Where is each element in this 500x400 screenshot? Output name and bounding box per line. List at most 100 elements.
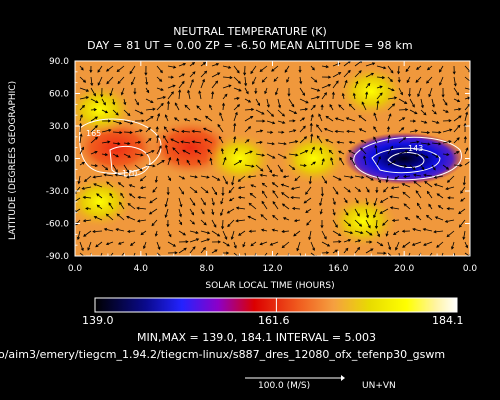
wind-vector (167, 65, 176, 68)
wind-vector-head (181, 80, 185, 84)
wind-vector-head (81, 186, 85, 190)
wind-vector (335, 117, 345, 122)
wind-vector-head (227, 223, 231, 228)
wind-vector (260, 241, 268, 245)
wind-vector (453, 164, 462, 167)
wind-vector (277, 153, 287, 159)
wind-vector-head (209, 104, 212, 108)
wind-vector (228, 186, 235, 193)
wind-vector-head (365, 202, 369, 206)
wind-vector-head (379, 200, 384, 203)
wind-vector (83, 196, 92, 199)
wind-vector (282, 203, 290, 210)
wind-vector (303, 197, 312, 204)
wind-vector-head (104, 153, 109, 157)
wind-vector-head (406, 79, 410, 84)
wind-vector-head (116, 213, 120, 217)
wind-vector-head (81, 161, 86, 165)
wind-vector-head (433, 175, 437, 179)
wind-vector-head (80, 247, 84, 252)
wind-vector-head (245, 258, 247, 260)
wind-vector-head (301, 117, 306, 121)
wind-vector-head (105, 167, 109, 171)
wind-vector (94, 216, 103, 221)
wind-vector (330, 157, 334, 166)
wind-vector (286, 76, 290, 83)
wind-vector-head (127, 229, 131, 233)
wind-vector (409, 153, 419, 157)
field-high-region (75, 83, 134, 136)
wind-vector-head (282, 120, 286, 124)
wind-vector-head (83, 233, 87, 237)
wind-vector (270, 241, 279, 246)
wind-vector (460, 197, 466, 202)
wind-vector-head (357, 246, 361, 251)
wind-vector (167, 85, 176, 89)
wind-vector-head (341, 92, 345, 97)
wind-vector (376, 156, 381, 166)
wind-vector-head (287, 93, 291, 97)
wind-vector-head (325, 115, 329, 119)
wind-vector-head (458, 211, 462, 215)
wind-vector-head (379, 211, 383, 214)
wind-vector (398, 65, 400, 74)
wind-vector (365, 92, 368, 100)
wind-vector-head (462, 236, 466, 241)
wind-vector-head (203, 138, 208, 142)
wind-vector (337, 141, 345, 144)
wind-vector-head (85, 88, 90, 92)
wind-vector-head (236, 70, 240, 74)
wind-vector-head (408, 93, 412, 98)
wind-vector-head (286, 259, 288, 261)
wind-vector-head (413, 173, 417, 177)
wind-vector-head (136, 219, 141, 223)
wind-vector-head (382, 222, 386, 226)
wind-vector (451, 241, 455, 250)
contour-lines: 165 170 143 (79, 118, 463, 181)
wind-vector-head (325, 65, 329, 69)
wind-vector (365, 248, 374, 254)
wind-vector (100, 252, 103, 256)
wind-vector-head (395, 247, 398, 251)
wind-vector (402, 183, 411, 188)
y-tick-label: 90.0 (49, 57, 69, 67)
wind-vector (321, 84, 331, 89)
wind-vector (283, 175, 290, 178)
wind-vector (192, 130, 202, 133)
wind-vector (447, 175, 455, 183)
wind-vector (79, 241, 84, 251)
wind-vector-head (334, 249, 338, 253)
wind-vector (464, 87, 470, 90)
wind-vector-head (426, 130, 431, 135)
wind-vector (365, 219, 371, 228)
wind-vector (252, 76, 257, 85)
wind-vector (458, 208, 466, 214)
wind-vector (156, 87, 164, 91)
wind-vector-head (403, 137, 407, 141)
wind-vector-head (139, 178, 143, 182)
wind-vector (79, 105, 85, 111)
wind-vector-head (139, 168, 143, 172)
wind-vector (187, 90, 191, 100)
wind-vector (231, 230, 235, 240)
wind-vector (463, 175, 466, 185)
x-tick-label: 0.0 (68, 264, 83, 274)
wind-vector (262, 76, 268, 83)
wind-vector-head (283, 155, 287, 159)
wind-vector (293, 230, 301, 237)
wind-vector (359, 128, 367, 133)
wind-vector (264, 87, 268, 94)
wind-vector-head (383, 189, 387, 193)
wind-vector (200, 175, 210, 178)
wind-vector-head (350, 175, 354, 179)
wind-vector-head (106, 81, 110, 85)
x-tick-label: 16.0 (328, 264, 348, 274)
wind-vector (271, 65, 279, 72)
wind-vector-head (248, 229, 252, 233)
wind-vector-head (310, 113, 314, 118)
wind-vector-head (178, 213, 182, 218)
wind-vector-head (154, 179, 158, 184)
wind-vector-head (355, 200, 359, 204)
wind-vector (431, 142, 441, 145)
wind-vector (116, 228, 125, 232)
